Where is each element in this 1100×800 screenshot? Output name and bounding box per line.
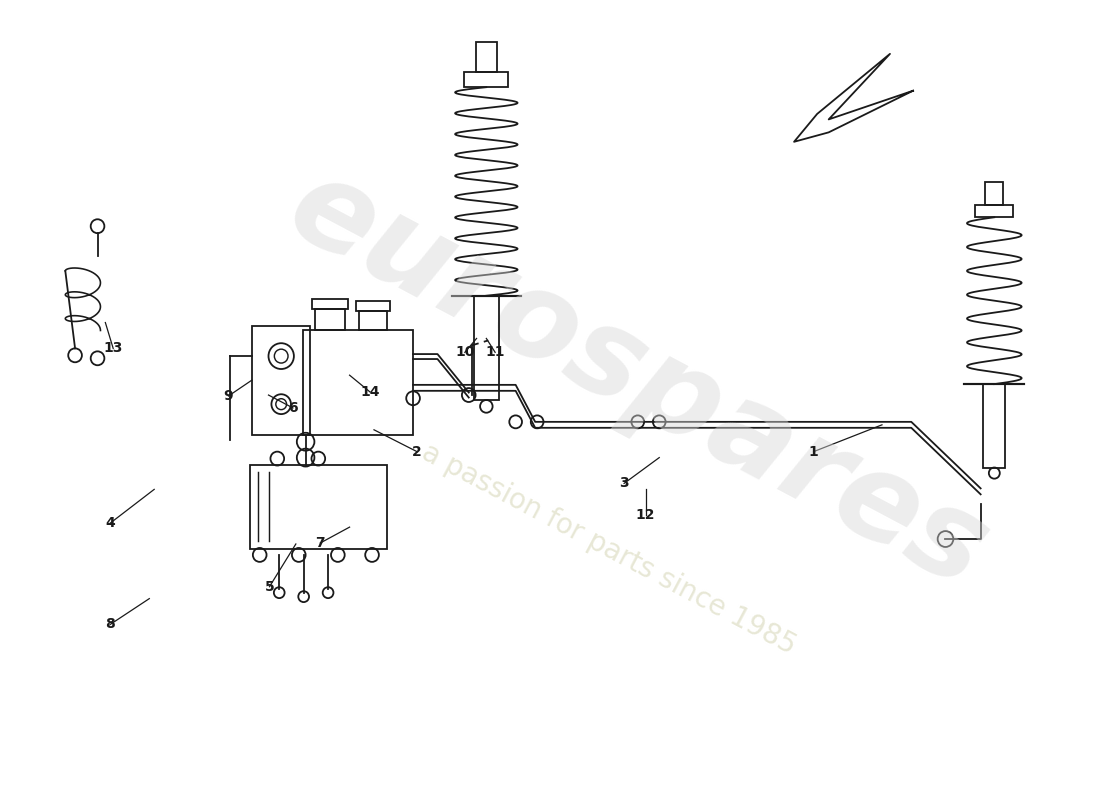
Text: 14: 14 — [361, 385, 379, 399]
Text: 7: 7 — [316, 536, 326, 550]
Text: 2: 2 — [412, 445, 422, 458]
Bar — [476, 42, 497, 72]
Text: 6: 6 — [288, 401, 298, 415]
Bar — [976, 206, 1013, 218]
Bar — [312, 298, 348, 309]
Bar — [360, 310, 387, 330]
Text: 13: 13 — [103, 342, 123, 355]
Text: eurospares: eurospares — [270, 147, 1006, 613]
Bar — [302, 330, 414, 434]
Text: 3: 3 — [619, 477, 629, 490]
Text: 12: 12 — [636, 508, 656, 522]
Bar — [356, 301, 389, 310]
Bar — [983, 384, 1005, 467]
Bar — [986, 182, 1003, 206]
Text: 1: 1 — [808, 445, 818, 458]
Text: 11: 11 — [485, 346, 505, 359]
Text: 5: 5 — [265, 580, 274, 594]
Text: a passion for parts since 1985: a passion for parts since 1985 — [417, 438, 801, 660]
Text: 4: 4 — [106, 516, 116, 530]
Bar — [316, 309, 344, 330]
Bar — [250, 465, 387, 549]
Text: 8: 8 — [106, 618, 116, 631]
Bar — [474, 296, 498, 400]
Bar — [464, 72, 508, 87]
Text: 9: 9 — [223, 389, 233, 403]
Text: 10: 10 — [455, 346, 474, 359]
Bar — [252, 326, 310, 434]
